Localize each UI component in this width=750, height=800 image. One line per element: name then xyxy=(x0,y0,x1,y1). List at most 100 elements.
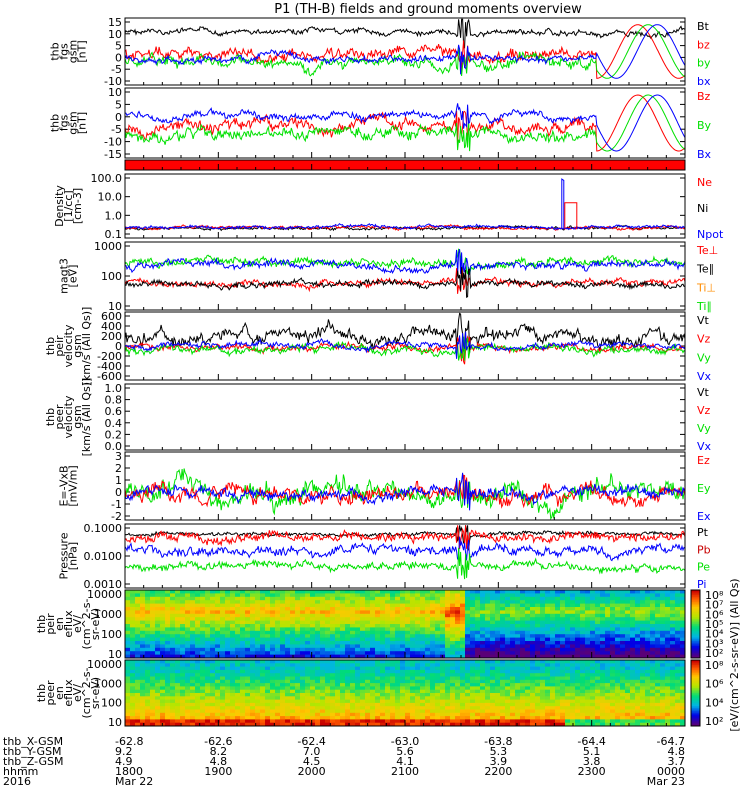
y-tick-label: 10 xyxy=(108,300,122,313)
spectrogram-cell xyxy=(215,706,221,710)
spectrogram-cell xyxy=(510,706,516,710)
spectrogram-cell xyxy=(495,702,501,707)
spectrogram-cell xyxy=(270,607,276,611)
spectrogram-cell xyxy=(550,634,556,638)
spectrogram-cell xyxy=(230,666,236,671)
spectrogram-cell xyxy=(625,596,631,601)
spectrogram-cell xyxy=(440,603,446,608)
spectrogram-cell xyxy=(165,716,171,720)
spectrogram-cell xyxy=(335,624,341,628)
spectrogram-cell xyxy=(280,590,286,594)
spectrogram-cell xyxy=(205,610,211,615)
spectrogram-cell xyxy=(390,654,396,659)
spectrogram-cell xyxy=(365,696,371,700)
spectrogram-cell xyxy=(615,641,621,645)
spectrogram-cell xyxy=(620,637,626,642)
spectrogram-cell xyxy=(140,716,146,720)
spectrogram-cell xyxy=(660,590,666,594)
spectrogram-cell xyxy=(575,666,581,671)
spectrogram-cell xyxy=(590,641,596,645)
spectrogram-cell xyxy=(180,651,186,655)
spectrogram-cell xyxy=(425,596,431,601)
series-line-green xyxy=(124,336,686,361)
spectrogram-cell xyxy=(660,693,666,697)
spectrogram-cell xyxy=(145,673,151,677)
spectrogram-cell xyxy=(375,620,381,625)
y-tick-label: 0.8 xyxy=(105,394,123,407)
spectrogram-cell xyxy=(475,669,481,674)
spectrogram-cell xyxy=(140,693,146,697)
spectrogram-cell xyxy=(620,613,626,618)
spectrogram-cell xyxy=(660,673,666,677)
spectrogram-cell xyxy=(475,719,481,724)
spectrogram-cell xyxy=(585,719,591,724)
spectrogram-cell xyxy=(165,607,171,611)
spectrogram-cell xyxy=(655,719,661,724)
spectrogram-cell xyxy=(380,706,386,710)
spectrogram-cell xyxy=(150,647,156,652)
spectrogram-cell xyxy=(140,630,146,635)
spectrogram-cell xyxy=(655,630,661,635)
spectrogram-cell xyxy=(265,676,271,681)
spectrogram-cell xyxy=(595,613,601,618)
spectrogram-cell xyxy=(535,660,541,664)
spectrogram-cell xyxy=(420,669,426,674)
spectrogram-cell xyxy=(125,673,131,677)
spectrogram-cell xyxy=(205,620,211,625)
spectrogram-cell xyxy=(340,644,346,649)
spectrogram-cell xyxy=(270,722,276,727)
spectrogram-cell xyxy=(315,630,321,635)
spectrogram-cell xyxy=(495,637,501,642)
spectrogram-cell xyxy=(500,627,506,632)
spectrogram-cell xyxy=(525,712,531,717)
spectrogram-cell xyxy=(570,596,576,601)
spectrogram-cell xyxy=(420,660,426,664)
spectrogram-cell xyxy=(455,706,461,710)
spectrogram-cell xyxy=(230,647,236,652)
spectrogram-cell xyxy=(340,712,346,717)
spectrogram-cell xyxy=(535,620,541,625)
spectrogram-cell xyxy=(125,706,131,710)
spectrogram-cell xyxy=(560,660,566,664)
spectrogram-cell xyxy=(550,712,556,717)
spectrogram-cell xyxy=(650,613,656,618)
y-axis-label: gsm xyxy=(71,405,84,428)
spectrogram-cell xyxy=(540,693,546,697)
y-tick-label: -600 xyxy=(97,370,122,383)
spectrogram-cell xyxy=(480,706,486,710)
spectrogram-cell xyxy=(305,596,311,601)
spectrogram-cell xyxy=(345,654,351,659)
spectrogram-cell xyxy=(385,620,391,625)
spectrogram-cell xyxy=(655,709,661,714)
spectrogram-cell xyxy=(555,634,561,638)
spectrogram-cell xyxy=(430,641,436,645)
spectrogram-cell xyxy=(510,593,516,598)
spectrogram-cell xyxy=(420,596,426,601)
spectrogram-cell xyxy=(595,647,601,652)
spectrogram-cell xyxy=(275,660,281,664)
spectrogram-cell xyxy=(635,641,641,645)
spectrogram-cell xyxy=(260,607,266,611)
spectrogram-cell xyxy=(370,679,376,684)
spectrogram-cell xyxy=(400,673,406,677)
spectrogram-cell xyxy=(655,634,661,638)
spectrogram-cell xyxy=(140,624,146,628)
spectrogram-cell xyxy=(220,617,226,621)
spectrogram-cell xyxy=(165,693,171,697)
spectrogram-cell xyxy=(380,679,386,684)
spectrogram-cell xyxy=(335,712,341,717)
spectrogram-cell xyxy=(630,603,636,608)
spectrogram-cell xyxy=(395,630,401,635)
spectrogram-cell xyxy=(630,617,636,621)
spectrogram-cell xyxy=(655,593,661,598)
spectrogram-cell xyxy=(190,660,196,664)
spectrogram-cell xyxy=(425,696,431,700)
spectrogram-cell xyxy=(575,596,581,601)
spectrogram-cell xyxy=(565,686,571,691)
spectrogram-cell xyxy=(575,689,581,694)
spectrogram-cell xyxy=(515,679,521,684)
spectrogram-cell xyxy=(280,620,286,625)
spectrogram-cell xyxy=(365,686,371,691)
spectrogram-cell xyxy=(410,702,416,707)
spectrogram-cell xyxy=(460,613,466,618)
